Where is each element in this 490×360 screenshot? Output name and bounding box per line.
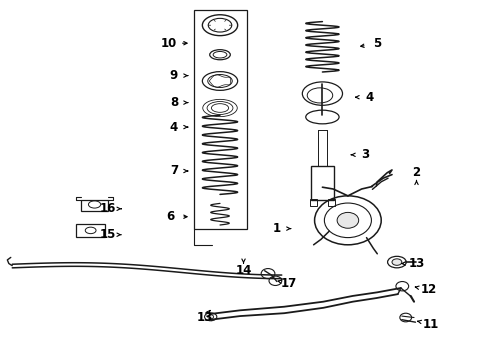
Text: 15: 15 (99, 228, 116, 241)
Ellipse shape (392, 259, 402, 265)
Text: 13: 13 (196, 311, 213, 324)
Text: 14: 14 (235, 264, 252, 277)
Text: 6: 6 (167, 210, 174, 223)
Text: 4: 4 (366, 91, 374, 104)
Text: 7: 7 (170, 165, 178, 177)
Text: 4: 4 (170, 121, 178, 134)
Bar (311, 166, 334, 200)
Bar (194, 10, 247, 229)
Circle shape (337, 212, 359, 228)
Text: 12: 12 (420, 283, 437, 296)
Text: 13: 13 (408, 257, 425, 270)
Text: 8: 8 (170, 96, 178, 109)
Ellipse shape (208, 315, 214, 319)
Text: 2: 2 (413, 166, 420, 179)
Bar (328, 199, 335, 206)
Text: 1: 1 (273, 222, 281, 235)
Bar (310, 199, 317, 206)
Bar (81, 200, 108, 211)
Text: 5: 5 (373, 37, 381, 50)
Text: 16: 16 (99, 202, 116, 215)
Text: 10: 10 (161, 37, 177, 50)
Bar (76, 224, 105, 237)
Text: 3: 3 (361, 148, 369, 161)
Text: 11: 11 (423, 318, 440, 330)
Text: 9: 9 (170, 69, 178, 82)
Text: 17: 17 (281, 277, 297, 290)
